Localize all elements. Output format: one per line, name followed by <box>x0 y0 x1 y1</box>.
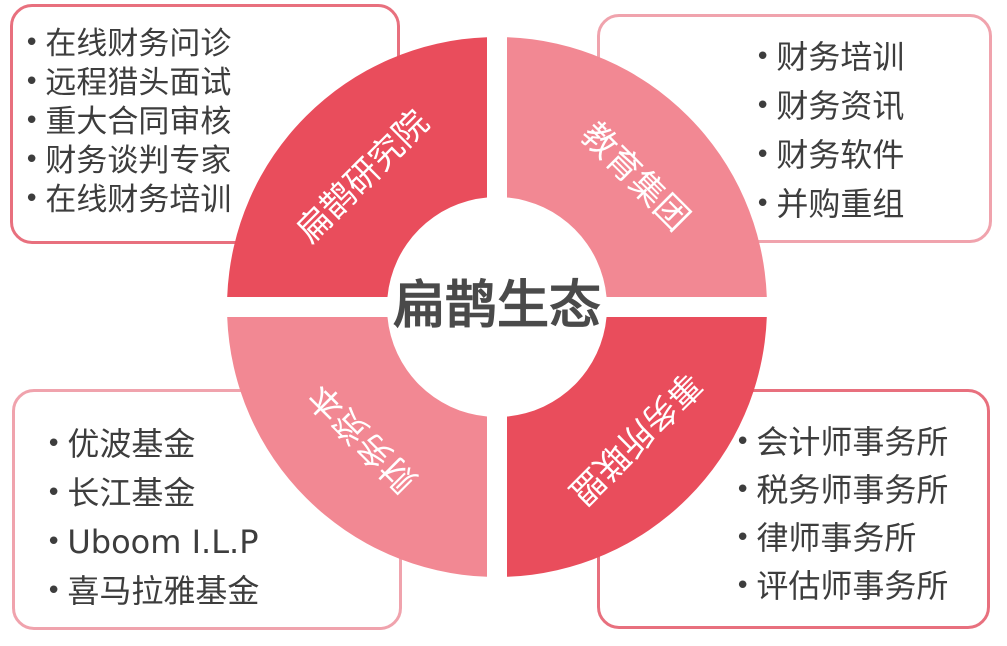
list-item: • 在线财务培训 <box>24 182 232 218</box>
list-bottom-left: • 优波基金 • 长江基金 • Uboom I.L.P • 喜马拉雅基金 <box>46 421 259 617</box>
segment-firm-alliance <box>507 317 767 577</box>
list-item: • 律师事务所 <box>735 519 917 557</box>
list-item: • 财务培训 <box>755 38 905 76</box>
list-item: • 财务软件 <box>755 136 905 174</box>
list-item: • 长江基金 <box>46 474 196 512</box>
list-item: • 评估师事务所 <box>735 567 949 605</box>
list-item: • Uboom I.L.P <box>46 523 259 561</box>
list-item: • 喜马拉雅基金 <box>46 572 260 610</box>
list-item: • 优波基金 <box>46 425 196 463</box>
list-item: • 远程猎头面试 <box>24 65 232 101</box>
list-item: • 在线财务问诊 <box>24 26 232 62</box>
segment-education-group <box>507 37 767 297</box>
list-item: • 会计师事务所 <box>735 423 949 461</box>
list-item: • 并购重组 <box>755 185 905 223</box>
center-title: 扁鹊生态 <box>393 276 601 336</box>
list-item: • 财务谈判专家 <box>24 143 232 179</box>
list-item: • 税务师事务所 <box>735 471 949 509</box>
list-item: • 财务资讯 <box>755 87 905 125</box>
list-top-right: • 财务培训 • 财务资讯 • 财务软件 • 并购重组 <box>755 34 904 230</box>
segment-financial-capital <box>227 317 487 577</box>
list-item: • 重大合同审核 <box>24 104 232 140</box>
list-top-left: • 在线财务问诊 • 远程猎头面试 • 重大合同审核 • 财务谈判专家 • 在线财务培训 <box>24 26 231 221</box>
segment-research-institute <box>227 37 487 297</box>
list-bottom-right: • 会计师事务所 • 税务师事务所 • 律师事务所 • 评估师事务所 <box>735 420 948 612</box>
